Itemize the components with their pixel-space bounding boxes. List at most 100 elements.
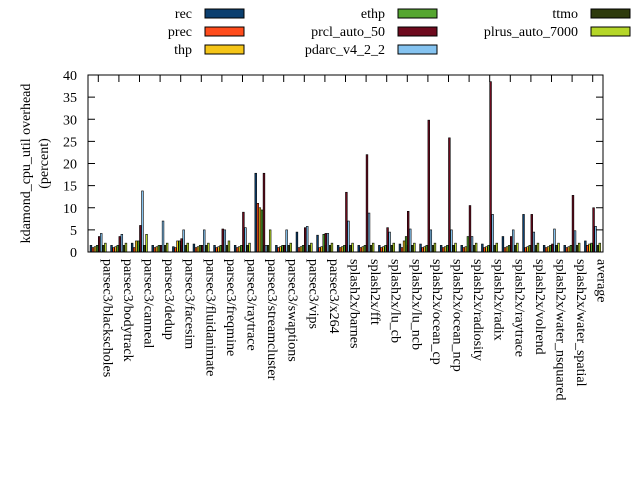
bar — [433, 242, 437, 253]
bar — [184, 245, 187, 253]
bar — [196, 246, 200, 253]
bar — [93, 246, 97, 253]
bar — [590, 242, 593, 253]
bar — [569, 245, 573, 253]
x-tick-label: splash2x/water_nsquared — [553, 259, 568, 401]
bar — [151, 245, 154, 253]
bar — [225, 245, 229, 253]
bar — [487, 245, 490, 253]
bar — [275, 245, 278, 253]
bar — [297, 247, 301, 253]
bar — [596, 245, 599, 253]
bar — [310, 242, 313, 253]
bar — [388, 231, 391, 253]
bar — [326, 233, 330, 253]
bar — [223, 229, 227, 253]
x-tick-label: splash2x/water_spatial — [573, 259, 588, 387]
bar — [470, 236, 474, 253]
legend-swatch — [204, 44, 245, 55]
bar — [489, 81, 492, 253]
bar — [382, 246, 385, 253]
legend-swatch — [397, 26, 438, 37]
bar — [392, 242, 395, 253]
bar — [542, 245, 546, 253]
y-axis-label-line: kdamond_cpu_util overhead — [19, 84, 34, 244]
bar — [133, 247, 136, 253]
bar — [598, 242, 601, 253]
bar — [400, 247, 404, 253]
x-tick-label: average — [594, 259, 609, 303]
y-tick-label: 15 — [63, 180, 77, 195]
x-tick-label: parsec3/streamcluster — [264, 259, 279, 381]
bar — [336, 245, 340, 253]
bar — [536, 242, 540, 253]
bar — [285, 229, 288, 253]
bar — [341, 246, 344, 253]
bar — [357, 245, 360, 253]
bar — [264, 245, 268, 253]
bar — [361, 246, 365, 253]
bar — [425, 245, 428, 253]
bar — [203, 229, 206, 253]
bar — [481, 243, 484, 253]
bar — [409, 228, 412, 253]
x-ticks: parsec3/blackscholes parsec3/bodytrack par… — [97, 75, 609, 401]
bar — [89, 245, 93, 253]
bar — [182, 229, 185, 253]
bar — [233, 245, 237, 253]
bar — [135, 240, 138, 253]
y-axis-label: kdamond_cpu_util overhead (percent) — [19, 84, 52, 244]
bar — [145, 234, 148, 253]
bar — [565, 247, 568, 253]
legend-label: ethp — [361, 7, 385, 22]
bar — [411, 245, 414, 253]
bar — [347, 220, 350, 253]
bar — [246, 245, 249, 253]
x-tick-label: parsec3/bodytrack — [120, 259, 135, 362]
bar — [238, 246, 241, 253]
bar — [186, 242, 189, 253]
legend-label: prec — [168, 25, 192, 40]
bar — [371, 242, 375, 253]
x-tick-label: parsec3/fluidanimate — [202, 259, 217, 376]
bar — [236, 247, 239, 253]
bar — [378, 245, 381, 253]
bar — [454, 242, 457, 253]
bar — [205, 245, 208, 253]
bar — [442, 247, 445, 253]
y-axis-label-line: (percent) — [37, 138, 52, 189]
bar — [104, 242, 107, 253]
bar — [512, 229, 515, 253]
bar — [367, 212, 371, 253]
bar — [563, 245, 566, 253]
bar — [526, 246, 529, 253]
bar — [227, 240, 231, 253]
bar — [110, 245, 113, 253]
x-tick-label: splash2x/radiosity — [470, 259, 485, 361]
x-tick-label: splash2x/raytrace — [511, 259, 526, 357]
bar — [114, 246, 117, 253]
bar — [102, 245, 105, 253]
bar — [503, 247, 507, 253]
bar — [495, 242, 498, 253]
bar — [351, 242, 354, 253]
bar — [431, 245, 435, 253]
legend-swatch — [397, 8, 438, 19]
x-tick-label: parsec3/blackscholes — [99, 259, 114, 377]
bar — [260, 209, 264, 253]
legend-label: plrus_auto_7000 — [484, 25, 578, 40]
bar — [419, 243, 422, 253]
bar — [240, 245, 243, 253]
bar — [586, 245, 589, 253]
bar — [141, 190, 144, 253]
y-tick-label: 0 — [70, 246, 77, 261]
bar — [165, 242, 169, 253]
bar — [516, 242, 519, 253]
bar — [217, 246, 220, 253]
bar — [155, 246, 159, 253]
y-tick-label: 10 — [63, 202, 77, 217]
bar — [363, 245, 367, 253]
bar — [95, 245, 99, 253]
bar — [584, 240, 587, 253]
